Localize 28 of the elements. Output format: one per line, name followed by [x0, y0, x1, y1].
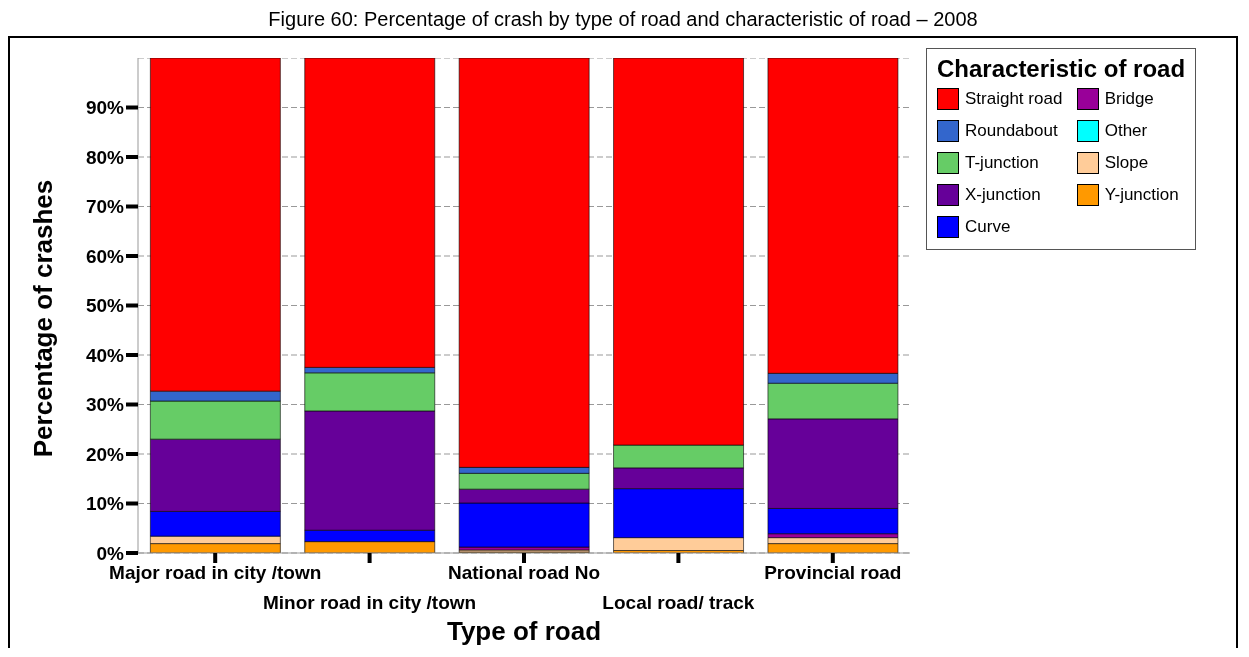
x-tick-label: Provincial road [764, 562, 902, 583]
legend-label: T-junction [965, 153, 1039, 173]
legend-label: Slope [1104, 153, 1149, 173]
y-tick-label: 60% [85, 245, 125, 267]
legend-label: Straight road [965, 89, 1063, 109]
y-tick-label: 30% [85, 394, 125, 416]
x-tick-label: Minor road in city /town [262, 592, 477, 613]
y-tick-label: 40% [85, 344, 125, 366]
legend-title: Characteristic of road [937, 55, 1186, 83]
legend-label: Y-junction [1104, 185, 1179, 205]
legend-label: Curve [965, 217, 1011, 237]
x-axis-title: Type of road [445, 616, 603, 647]
y-tick-label: 90% [85, 97, 125, 119]
x-tick-label: Local road/ track [602, 592, 755, 613]
y-tick-label: 20% [85, 443, 125, 465]
y-tick-label: 70% [85, 196, 125, 218]
y-tick-label: 50% [85, 295, 125, 317]
y-axis-title: Percentage of crashes [28, 179, 60, 457]
y-tick-label: 80% [85, 146, 125, 168]
legend-label: Bridge [1104, 89, 1154, 109]
y-tick-label: 10% [85, 493, 125, 515]
y-tick-label: 0% [96, 542, 125, 564]
x-tick-label: Major road in city /town [109, 562, 322, 583]
x-tick-label: National road No [447, 562, 601, 583]
legend-label: Roundabout [965, 121, 1058, 141]
legend-label: X-junction [965, 185, 1041, 205]
legend-label: Other [1104, 121, 1148, 141]
chart-title: Figure 60: Percentage of crash by type of road and characteristic of road – 2008 [267, 8, 979, 31]
